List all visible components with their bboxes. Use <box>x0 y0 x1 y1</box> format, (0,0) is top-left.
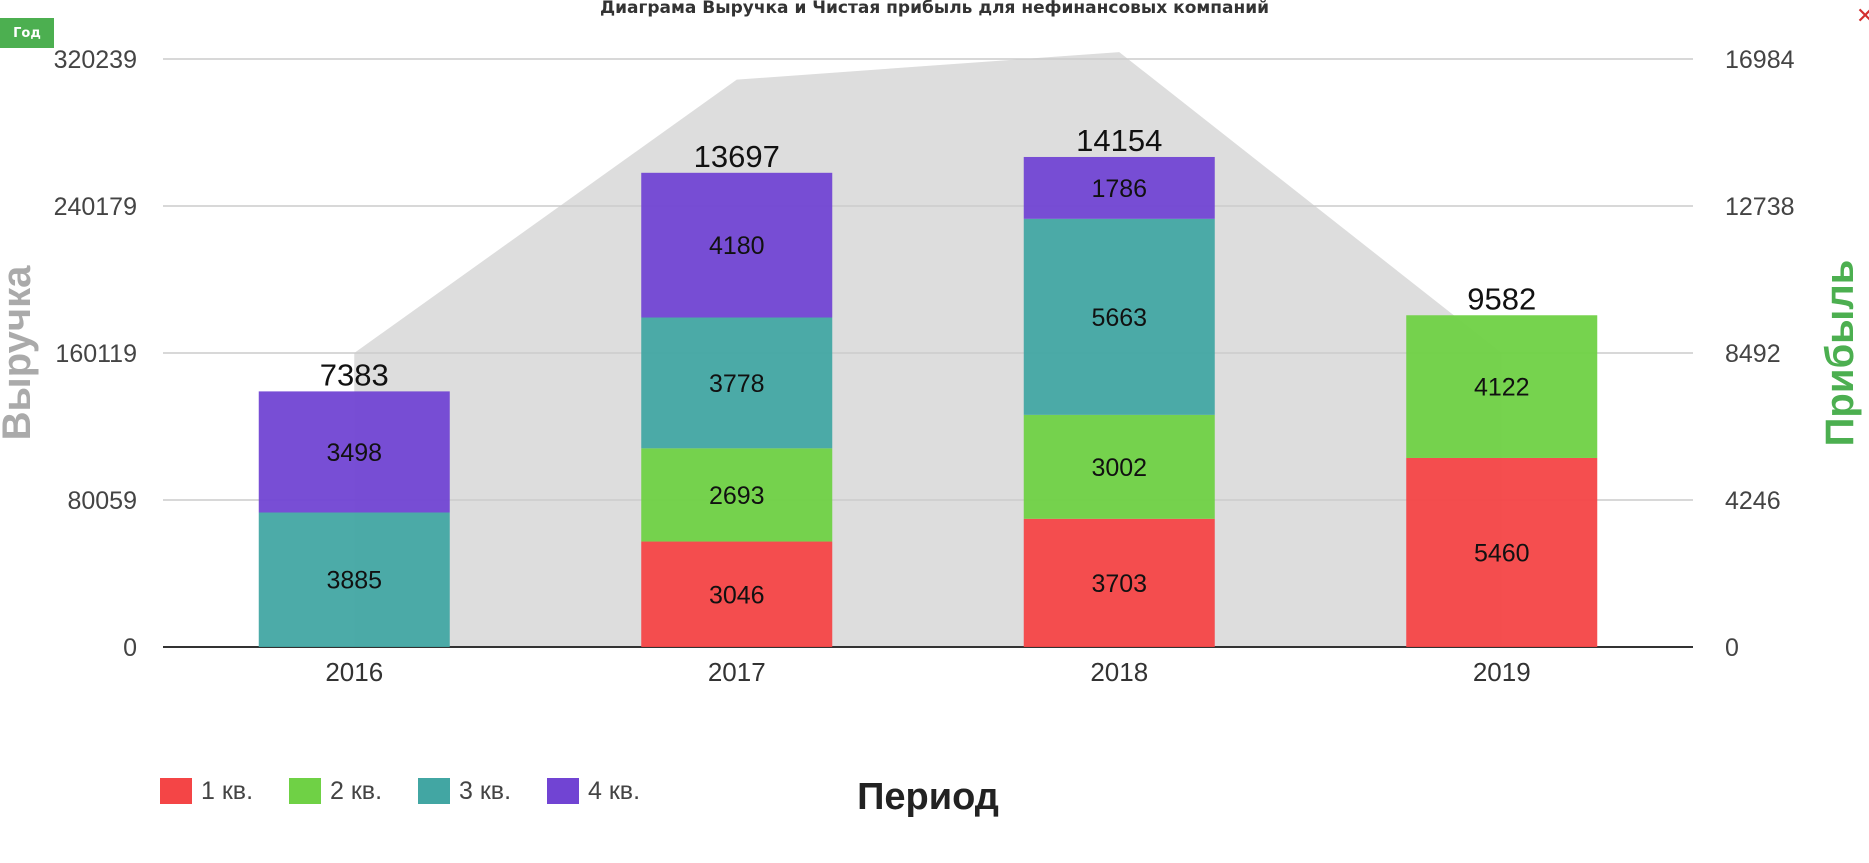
bar-segment-label: 3703 <box>1091 570 1147 598</box>
bar-segment <box>1406 315 1598 458</box>
bar-segment-label: 3046 <box>709 581 765 609</box>
bar-segment-label: 3885 <box>326 567 382 595</box>
bar-segment <box>1023 414 1215 519</box>
y2-tick-label: 0 <box>1725 634 1739 662</box>
y2-tick-label: 8492 <box>1725 340 1781 368</box>
bar-segment <box>258 512 450 647</box>
bar-segment-label: 3498 <box>326 439 382 467</box>
x-axis-title: Период <box>857 776 999 818</box>
legend-label: 3 кв. <box>459 777 511 805</box>
y2-axis-title: Прибыль <box>1818 260 1862 447</box>
bar-segment-label: 2693 <box>709 482 765 510</box>
revenue-area <box>354 52 1502 648</box>
x-tick-label: 2016 <box>325 657 383 687</box>
legend-swatch <box>289 778 321 804</box>
bar-segment <box>1406 457 1598 647</box>
y2-tick-label: 4246 <box>1725 487 1781 515</box>
bar-segment-label: 4122 <box>1474 374 1530 402</box>
y-tick-label: 240179 <box>54 193 137 221</box>
bar-segment <box>258 391 450 513</box>
legend-label: 1 кв. <box>201 777 253 805</box>
bar-total-label: 14154 <box>1076 123 1162 158</box>
legend-swatch <box>418 778 450 804</box>
bar-segment-label: 3002 <box>1091 454 1147 482</box>
bar-segment-label: 5460 <box>1474 539 1530 567</box>
y-tick-label: 80059 <box>67 487 137 515</box>
bar-segment <box>1023 156 1215 219</box>
bar-segment-label: 4180 <box>709 232 765 260</box>
bar-segment <box>641 172 833 318</box>
y-axis-title: Выручка <box>0 265 39 440</box>
x-tick-label: 2018 <box>1090 657 1148 687</box>
legend-swatch <box>547 778 579 804</box>
bar-segment-label: 3778 <box>709 370 765 398</box>
bar-total-label: 13697 <box>694 139 780 174</box>
bar-total-label: 9582 <box>1467 281 1536 316</box>
y-tick-label: 160119 <box>55 340 137 368</box>
x-tick-label: 2019 <box>1473 657 1531 687</box>
legend-label: 4 кв. <box>588 777 640 805</box>
x-tick-label: 2017 <box>708 657 766 687</box>
period-button[interactable]: Год <box>0 18 54 48</box>
bar-segment-label: 1786 <box>1091 175 1147 203</box>
bar-segment <box>641 317 833 449</box>
bar-segment <box>1023 218 1215 415</box>
bar-total-label: 7383 <box>320 357 389 392</box>
y2-tick-label: 16984 <box>1725 46 1795 74</box>
y-tick-label: 0 <box>123 634 137 662</box>
bar-segment-label: 5663 <box>1091 304 1147 332</box>
close-icon[interactable]: ✕ <box>1856 3 1869 28</box>
legend-swatch <box>160 778 192 804</box>
legend-label: 2 кв. <box>330 777 382 805</box>
y-tick-label: 320239 <box>54 46 137 74</box>
chart-title: Диаграма Выручка и Чистая прибыль для не… <box>599 0 1270 18</box>
y2-tick-label: 12738 <box>1725 193 1795 221</box>
bar-segment <box>641 448 833 542</box>
bar-segment <box>641 541 833 647</box>
bar-segment <box>1023 518 1215 647</box>
